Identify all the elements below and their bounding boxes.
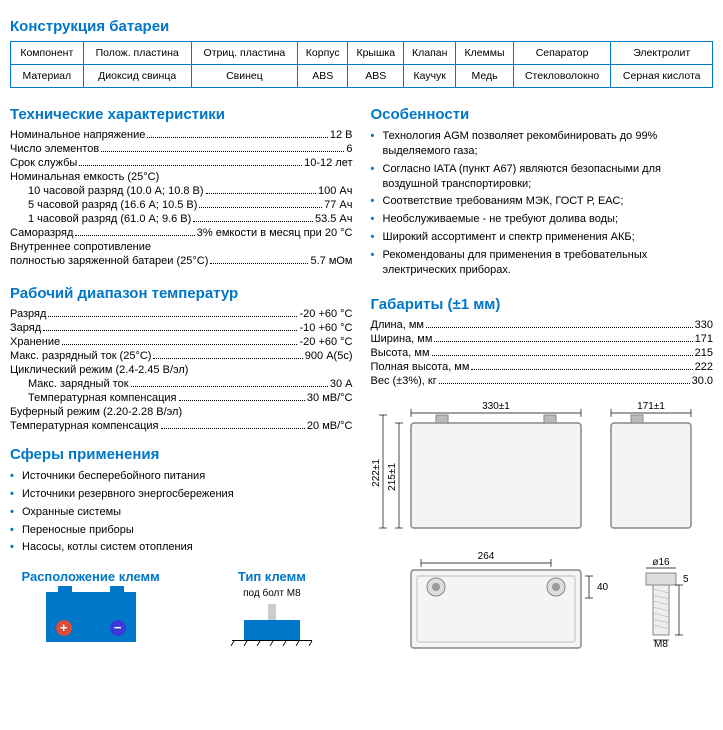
table-cell: Стекловолокно xyxy=(513,65,611,88)
list-item: Насосы, котлы систем отопления xyxy=(10,540,353,555)
table-header: Электролит xyxy=(611,42,713,65)
table-cell: Каучук xyxy=(404,65,456,88)
spec-row: Буферный режим (2.20-2.28 В/эл) xyxy=(10,406,353,418)
spec-row: Высота, мм215 xyxy=(371,347,714,359)
table-header: Крышка xyxy=(348,42,404,65)
spec-row: Внутреннее сопротивление xyxy=(10,241,353,253)
svg-text:215±1: 215±1 xyxy=(387,462,398,490)
list-item: Соответствие требованиям МЭК, ГОСТ Р, ЕА… xyxy=(371,194,714,209)
svg-text:40: 40 xyxy=(597,582,609,593)
table-header: Сепаратор xyxy=(513,42,611,65)
terminal-layout-title: Расположение клемм xyxy=(10,569,171,584)
svg-text:ø16: ø16 xyxy=(652,557,670,568)
svg-text:171±1: 171±1 xyxy=(637,401,665,412)
table-cell: Свинец xyxy=(191,65,297,88)
svg-text:222±1: 222±1 xyxy=(371,458,382,486)
spec-row: Полная высота, мм222 xyxy=(371,361,714,373)
spec-row: Температурная компенсация20 мВ/°C xyxy=(10,420,353,432)
features-list: Технология AGM позволяет рекомбинировать… xyxy=(371,129,714,278)
spec-row: 10 часовой разряд (10.0 А; 10.8 В)100 Ач xyxy=(10,185,353,197)
spec-row: Циклический режим (2.4-2.45 В/эл) xyxy=(10,364,353,376)
list-item: Технология AGM позволяет рекомбинировать… xyxy=(371,129,714,159)
table-cell: Диоксид свинца xyxy=(83,65,191,88)
spec-row: 1 часовой разряд (61.0 А; 9.6 В)53.5 Ач xyxy=(10,213,353,225)
svg-text:5: 5 xyxy=(683,574,689,585)
spec-row: Макс. разрядный ток (25°C)900 А(5с) xyxy=(10,350,353,362)
terminal-type-sub: под болт М8 xyxy=(191,588,352,599)
construction-title: Конструкция батареи xyxy=(10,18,713,35)
temp-title: Рабочий диапазон температур xyxy=(10,285,353,302)
tech-title: Технические характеристики xyxy=(10,106,353,123)
construction-table: КомпонентПолож. пластинаОтриц. пластинаК… xyxy=(10,41,713,88)
terminal-drawing: ø xyxy=(227,607,317,646)
spec-row: Ширина, мм171 xyxy=(371,333,714,345)
minus-terminal-icon: − xyxy=(110,620,126,636)
svg-text:264: 264 xyxy=(477,551,494,562)
table-header: Отриц. пластина xyxy=(191,42,297,65)
list-item: Необслуживаемые - не требуют долива воды… xyxy=(371,212,714,227)
spec-row: 5 часовой разряд (16.6 А; 10.5 В)77 Ач xyxy=(10,199,353,211)
list-item: Широкий ассортимент и спектр применения … xyxy=(371,230,714,245)
svg-text:330±1: 330±1 xyxy=(482,401,510,412)
table-cell: ABS xyxy=(348,65,404,88)
spec-row: Срок службы10-12 лет xyxy=(10,157,353,169)
spec-row: Номинальное напряжение12 В xyxy=(10,129,353,141)
spec-row: Заряд-10 +60 °C xyxy=(10,322,353,334)
list-item: Охранные системы xyxy=(10,505,353,520)
spec-row: полностью заряженной батареи (25°C)5.7 м… xyxy=(10,255,353,267)
spec-row: Разряд-20 +60 °C xyxy=(10,308,353,320)
list-item: Рекомендованы для применения в требовате… xyxy=(371,248,714,278)
spec-row: Саморазряд3% емкости в месяц при 20 °C xyxy=(10,227,353,239)
battery-layout-icon: + − xyxy=(46,592,136,642)
apps-title: Сферы применения xyxy=(10,446,353,463)
temp-specs: Разряд-20 +60 °C Заряд-10 +60 °C Хранение-… xyxy=(10,308,353,432)
table-header: Полож. пластина xyxy=(83,42,191,65)
dims-title: Габариты (±1 мм) xyxy=(371,296,714,313)
list-item: Согласно IATA (пункт А67) являются безоп… xyxy=(371,162,714,192)
list-item: Источники бесперебойного питания xyxy=(10,469,353,484)
dims-specs: Длина, мм330 Ширина, мм171 Высота, мм215 По… xyxy=(371,319,714,387)
spec-row: Макс. зарядный ток30 А xyxy=(10,378,353,390)
table-header: Компонент xyxy=(11,42,84,65)
table-header: Корпус xyxy=(298,42,348,65)
tech-specs: Номинальное напряжение12 В Число элементо… xyxy=(10,129,353,267)
plus-terminal-icon: + xyxy=(56,620,72,636)
spec-row: Хранение-20 +60 °C xyxy=(10,336,353,348)
table-cell: Медь xyxy=(456,65,514,88)
table-cell: Серная кислота xyxy=(611,65,713,88)
dimensions-drawing: 330±1 215±1 222±1 171±1 xyxy=(371,395,711,695)
table-cell: ABS xyxy=(298,65,348,88)
apps-list: Источники бесперебойного питания Источник… xyxy=(10,469,353,555)
table-header: Клапан xyxy=(404,42,456,65)
spec-row: Число элементов6 xyxy=(10,143,353,155)
svg-text:M8: M8 xyxy=(654,639,668,650)
features-title: Особенности xyxy=(371,106,714,123)
spec-row: Температурная компенсация30 мВ/°C xyxy=(10,392,353,404)
spec-row: Длина, мм330 xyxy=(371,319,714,331)
list-item: Переносные приборы xyxy=(10,523,353,538)
spec-row: Номинальная емкость (25°C) xyxy=(10,171,353,183)
terminal-type-title: Тип клемм xyxy=(191,569,352,584)
table-header: Клеммы xyxy=(456,42,514,65)
spec-row: Вес (±3%), кг30.0 xyxy=(371,375,714,387)
list-item: Источники резервного энергосбережения xyxy=(10,487,353,502)
